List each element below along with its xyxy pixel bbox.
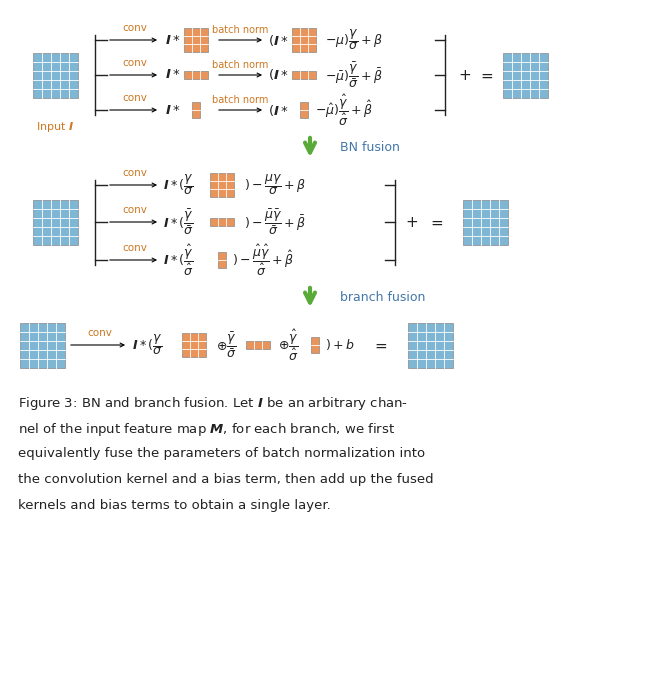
Text: $\oplus\dfrac{\hat{\gamma}}{\hat{\sigma}}$: $\oplus\dfrac{\hat{\gamma}}{\hat{\sigma}… <box>278 328 299 362</box>
Bar <box>184 71 208 79</box>
Bar <box>210 173 234 197</box>
Text: $)-\dfrac{\hat{\mu}\hat{\gamma}}{\hat{\sigma}}+\hat{\beta}$: $)-\dfrac{\hat{\mu}\hat{\gamma}}{\hat{\s… <box>232 242 294 277</box>
Text: $\boldsymbol{I}*$: $\boldsymbol{I}*$ <box>165 34 180 46</box>
Text: batch norm: batch norm <box>212 60 268 70</box>
Text: branch fusion: branch fusion <box>340 291 426 304</box>
Text: conv: conv <box>123 93 147 103</box>
Text: $(\boldsymbol{I}*$: $(\boldsymbol{I}*$ <box>268 103 289 117</box>
Text: conv: conv <box>123 243 147 253</box>
Text: $-\mu)\dfrac{\gamma}{\sigma}+\beta$: $-\mu)\dfrac{\gamma}{\sigma}+\beta$ <box>325 28 383 52</box>
Text: $+$: $+$ <box>458 68 471 83</box>
Text: $\boldsymbol{I}*(\dfrac{\gamma}{\sigma}$: $\boldsymbol{I}*(\dfrac{\gamma}{\sigma}$ <box>163 172 194 197</box>
Bar <box>184 28 208 52</box>
Text: BN fusion: BN fusion <box>340 141 400 154</box>
Text: $+$: $+$ <box>405 215 418 230</box>
Text: $\boldsymbol{I}*(\dfrac{\bar{\gamma}}{\bar{\sigma}}$: $\boldsymbol{I}*(\dfrac{\bar{\gamma}}{\b… <box>163 207 194 237</box>
Bar <box>33 200 77 245</box>
Text: Figure 3: BN and branch fusion. Let $\boldsymbol{I}$ be an arbitrary chan-: Figure 3: BN and branch fusion. Let $\bo… <box>18 395 408 412</box>
Bar <box>192 102 200 118</box>
Bar <box>292 71 316 79</box>
Text: $)+b$: $)+b$ <box>325 337 354 353</box>
Text: $)-\dfrac{\mu\gamma}{\sigma}+\beta$: $)-\dfrac{\mu\gamma}{\sigma}+\beta$ <box>244 172 306 197</box>
Text: conv: conv <box>123 23 147 33</box>
Bar <box>408 322 452 368</box>
Bar <box>19 322 65 368</box>
Text: $\oplus\dfrac{\bar{\gamma}}{\bar{\sigma}}$: $\oplus\dfrac{\bar{\gamma}}{\bar{\sigma}… <box>216 330 236 360</box>
Text: $=$: $=$ <box>478 68 494 83</box>
Text: $=$: $=$ <box>428 215 444 230</box>
Bar <box>311 337 319 353</box>
Text: $\boldsymbol{I}*(\dfrac{\hat{\gamma}}{\hat{\sigma}}$: $\boldsymbol{I}*(\dfrac{\hat{\gamma}}{\h… <box>163 242 194 277</box>
Text: $)-\dfrac{\bar{\mu}\bar{\gamma}}{\bar{\sigma}}+\bar{\beta}$: $)-\dfrac{\bar{\mu}\bar{\gamma}}{\bar{\s… <box>244 207 306 237</box>
Text: $\boldsymbol{I}*$: $\boldsymbol{I}*$ <box>165 104 180 117</box>
Text: the convolution kernel and a bias term, then add up the fused: the convolution kernel and a bias term, … <box>18 473 434 486</box>
Bar <box>462 200 507 245</box>
Text: nel of the input feature map $\boldsymbol{M}$, for each branch, we first: nel of the input feature map $\boldsymbo… <box>18 421 395 438</box>
Text: Input $\boldsymbol{I}$: Input $\boldsymbol{I}$ <box>36 120 74 134</box>
Bar <box>300 102 308 118</box>
Text: conv: conv <box>123 168 147 178</box>
Text: $(\boldsymbol{I}*$: $(\boldsymbol{I}*$ <box>268 68 289 83</box>
Text: kernels and bias terms to obtain a single layer.: kernels and bias terms to obtain a singl… <box>18 499 331 512</box>
Bar <box>292 28 316 52</box>
Text: conv: conv <box>87 328 113 338</box>
Bar <box>182 333 206 357</box>
Text: batch norm: batch norm <box>212 95 268 105</box>
Text: $\boldsymbol{I}*(\dfrac{\gamma}{\sigma}$: $\boldsymbol{I}*(\dfrac{\gamma}{\sigma}$ <box>132 333 163 357</box>
Bar <box>33 52 77 97</box>
Text: conv: conv <box>123 58 147 68</box>
Bar <box>246 341 270 349</box>
Text: $\boldsymbol{I}*$: $\boldsymbol{I}*$ <box>165 68 180 81</box>
Text: $(\boldsymbol{I}*$: $(\boldsymbol{I}*$ <box>268 32 289 48</box>
Text: $-\hat{\mu})\dfrac{\hat{\gamma}}{\hat{\sigma}}+\hat{\beta}$: $-\hat{\mu})\dfrac{\hat{\gamma}}{\hat{\s… <box>315 92 373 128</box>
Bar <box>218 252 226 268</box>
Bar <box>503 52 547 97</box>
Bar <box>210 218 234 226</box>
Text: batch norm: batch norm <box>212 25 268 35</box>
Text: $=$: $=$ <box>372 337 388 353</box>
Text: equivalently fuse the parameters of batch normalization into: equivalently fuse the parameters of batc… <box>18 447 425 460</box>
Text: $-\bar{\mu})\dfrac{\bar{\gamma}}{\bar{\sigma}}+\bar{\beta}$: $-\bar{\mu})\dfrac{\bar{\gamma}}{\bar{\s… <box>325 60 383 90</box>
Text: conv: conv <box>123 205 147 215</box>
